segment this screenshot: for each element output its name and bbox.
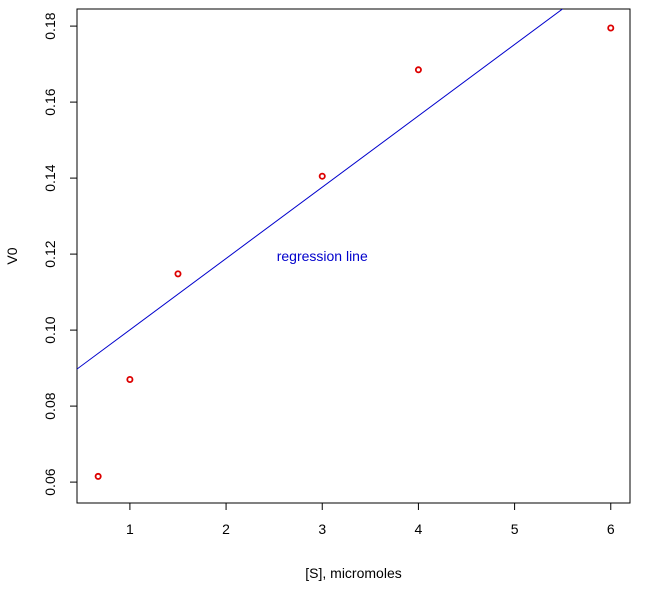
regression-layer [77,9,564,370]
x-tick-label: 6 [607,521,615,537]
data-point [126,375,134,383]
data-point [174,270,182,278]
x-axis-title: [S], micromoles [305,565,401,581]
data-point [607,24,615,32]
x-tick-label: 5 [511,521,519,537]
y-tick-label: 0.08 [42,392,58,419]
regression-line [77,9,564,370]
data-point [94,472,102,480]
x-tick-label: 4 [415,521,423,537]
plot-frame [76,8,631,504]
y-tick-label: 0.12 [42,240,58,267]
x-tick-label: 1 [126,521,134,537]
annotations: regression line [277,248,368,264]
x-tick-label: 3 [318,521,326,537]
regression-line-label: regression line [277,248,368,264]
x-axis: 1 2 3 4 5 6 [126,503,615,537]
y-tick-label: 0.16 [42,88,58,115]
data-point [318,172,326,180]
y-tick-label: 0.10 [42,316,58,343]
y-tick-label: 0.14 [42,164,58,191]
y-tick-label: 0.06 [42,468,58,495]
y-axis-title: V0 [4,247,20,264]
data-point [414,66,422,74]
y-tick-label: 0.18 [42,12,58,39]
x-tick-label: 2 [222,521,230,537]
y-axis: 0.06 0.08 0.10 0.12 0.14 0.16 0.18 [42,12,77,496]
data-points [94,24,615,480]
